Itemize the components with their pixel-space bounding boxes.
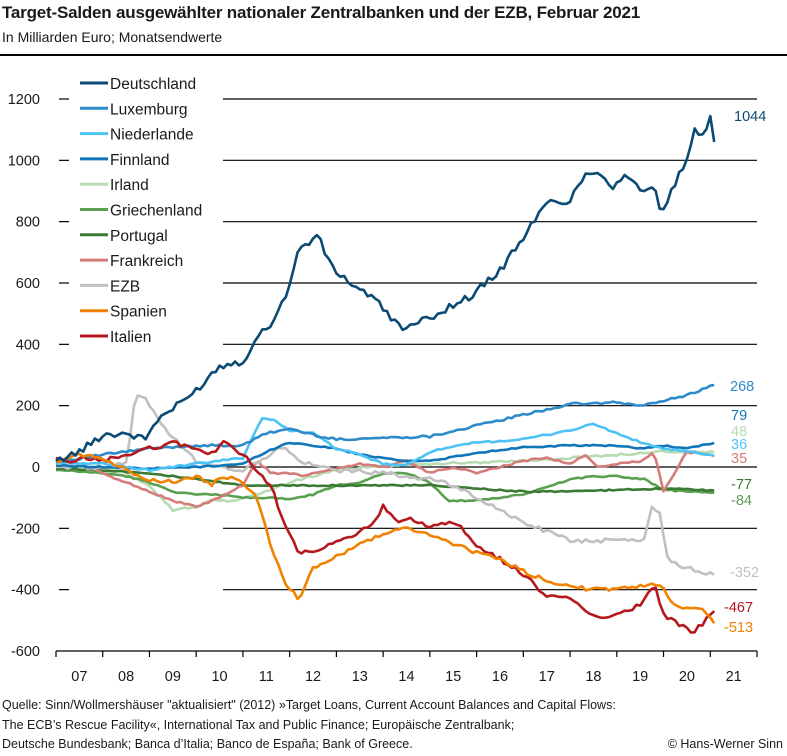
x-axis: 07 08 09 10 11 12 13 14 15 16 17 18 19 20 21 [55,650,758,685]
source-line-1: Quelle: Sinn/Wollmershäuser "aktualisier… [2,698,616,712]
y-tick-label: 400 [16,337,40,353]
line-chart: 1200 1000 800 600 400 200 0 -200 -400 -600 07 08 09… [8,76,767,685]
end-label-spanien: -513 [724,620,753,636]
legend-label: Irland [110,177,149,194]
legend-item: Deutschland [80,76,196,93]
end-label-ezb: -352 [730,565,759,581]
legend-item: Niederlande [80,127,194,144]
legend-label: Deutschland [110,76,196,93]
x-tick-label: 09 [165,669,181,685]
end-label-italien: -467 [724,600,753,616]
y-tick-label: -600 [11,644,40,660]
end-label-finnland: 79 [731,408,747,424]
gridlines [59,98,757,591]
x-tick-label: 20 [679,669,695,685]
source-line-3: Deutsche Bundesbank; Banca d’Italia; Ban… [2,737,413,751]
end-label-niederlande: 36 [731,437,747,453]
end-label-irland: 48 [731,424,747,440]
end-label-portugal: -77 [731,477,752,493]
series-line-portugal [55,467,715,494]
x-tick-label: 10 [211,669,227,685]
y-tick-label: 200 [16,399,40,415]
legend-item: EZB [80,278,140,295]
series-line-frankreich [55,450,715,509]
x-tick-label: 07 [71,669,87,685]
series-line-italien [55,439,716,634]
y-tick-label: 1000 [8,153,40,169]
source-line-2: The ECB’s Rescue Facility«, Internationa… [2,718,515,732]
legend-label: Frankreich [110,253,183,270]
series-line-ezb [55,394,715,576]
legend-item: Spanien [80,304,167,321]
series-lines [55,114,716,634]
series-line-luxemburg [55,383,715,464]
legend-label: Portugal [110,228,168,245]
y-tick-label: 1200 [8,92,40,108]
legend-item: Irland [80,177,149,194]
legend: Deutschland Luxemburg Niederlande Finnland I… [80,76,202,346]
legend-item: Frankreich [80,253,183,270]
legend-item: Finnland [80,152,169,169]
end-label-luxemburg: 268 [730,379,754,395]
legend-item: Luxemburg [80,101,188,118]
legend-label: Italien [110,329,151,346]
legend-item: Italien [80,329,151,346]
legend-item: Griechenland [80,203,202,220]
chart-title: Target-Salden ausgewählter nationaler Ze… [2,3,641,22]
legend-item: Portugal [80,228,168,245]
y-axis-ticks: 1200 1000 800 600 400 200 0 -200 -400 -600 [8,92,40,660]
legend-label: Spanien [110,304,167,321]
y-tick-label: 800 [16,215,40,231]
end-label-griechenland: -84 [731,493,752,509]
legend-label: Finnland [110,152,169,169]
y-tick-label: -400 [11,583,40,599]
legend-label: Luxemburg [110,101,188,118]
legend-label: Niederlande [110,127,194,144]
x-tick-label: 18 [585,669,601,685]
x-tick-label: 13 [352,669,368,685]
y-tick-label: 600 [16,276,40,292]
end-label-frankreich: 35 [731,451,747,467]
x-tick-label: 16 [492,669,508,685]
x-tick-label: 19 [632,669,648,685]
header-divider [0,54,787,56]
y-tick-label: 0 [32,460,40,476]
y-tick-label: -200 [11,521,40,537]
series-line-niederlande [55,416,715,473]
legend-label: EZB [110,278,140,295]
series-line-spanien [55,452,716,624]
copyright: © Hans-Werner Sinn [667,737,783,751]
x-tick-label: 21 [726,669,742,685]
legend-label: Griechenland [110,203,202,220]
x-tick-label: 08 [118,669,134,685]
x-tick-label: 12 [305,669,321,685]
x-tick-label: 15 [445,669,461,685]
chart-subtitle: In Milliarden Euro; Monatsendwerte [2,29,223,45]
end-label-deutschland: 1044 [734,109,766,125]
x-tick-label: 14 [398,669,414,685]
x-tick-label: 11 [259,669,274,685]
x-tick-label: 17 [539,669,555,685]
series-line-deutschland [55,114,716,463]
